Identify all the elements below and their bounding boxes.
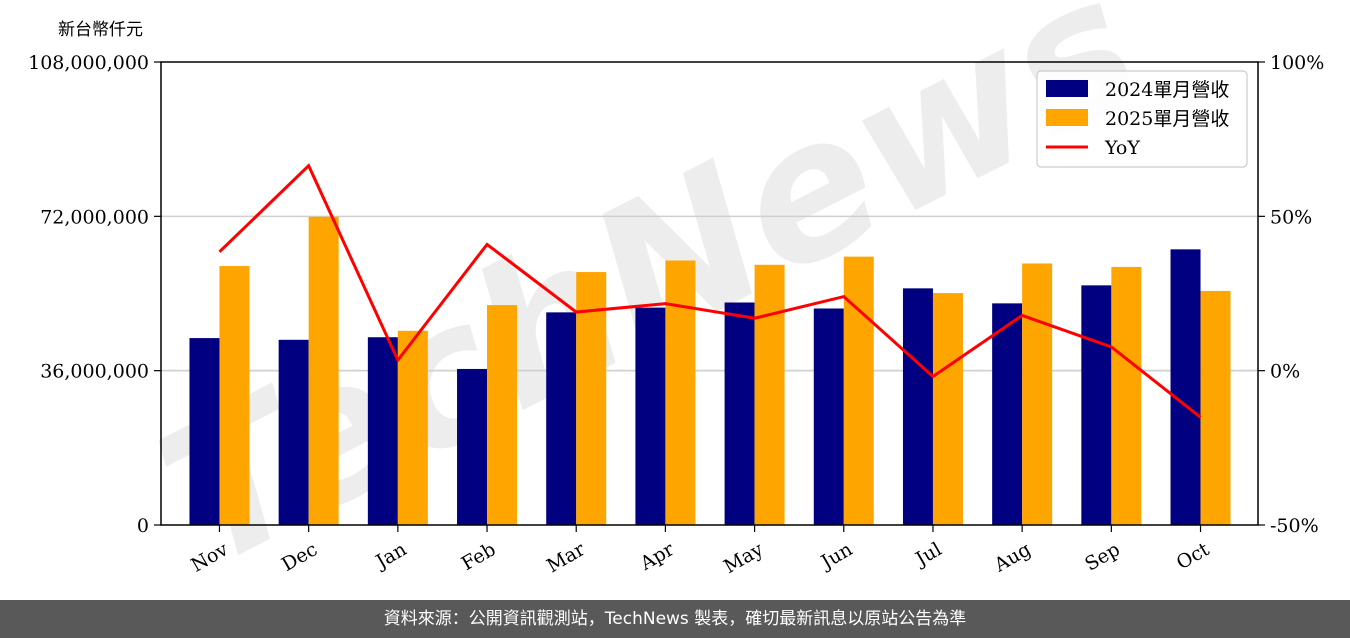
yoy-line (218, 163, 1202, 419)
bar-2024-jan (367, 337, 398, 525)
bar-2025-dec (308, 216, 339, 526)
x-tick-label-oct: Oct (1173, 538, 1214, 574)
legend-label-0: 2024單月營收 (1105, 79, 1229, 101)
bar-2025-oct (1200, 290, 1231, 525)
right-tick-label: -50% (1270, 515, 1319, 537)
bar-2025-jul (932, 293, 963, 525)
bar-2024-oct (1170, 249, 1201, 526)
right-tick-label: 100% (1270, 52, 1324, 74)
bar-2025-aug (1022, 263, 1053, 525)
left-tick-label: 36,000,000 (40, 361, 149, 383)
x-tick-label-apr: Apr (636, 538, 679, 575)
y-axis-unit-label: 新台幣仟元 (58, 20, 143, 40)
plot-frame (160, 61, 1259, 526)
bar-2024-jun (813, 308, 844, 525)
bar-2024-feb (457, 368, 488, 525)
x-tick-label-aug: Aug (990, 538, 1035, 577)
bar-2025-jun (843, 256, 874, 525)
right-tick-label: 0% (1270, 361, 1300, 383)
bar-2024-nov (189, 338, 220, 525)
legend-label-2: YoY (1104, 137, 1140, 159)
bar-2024-jul (902, 288, 933, 525)
source-footer: 資料來源：公開資訊觀測站，TechNews 製表，確切最新訊息以原站公告為準 (0, 600, 1350, 638)
bar-2025-feb (487, 305, 518, 525)
bar-2025-sep (1111, 266, 1142, 525)
x-tick-label-may: May (720, 538, 767, 578)
legend-swatch-1 (1046, 109, 1088, 126)
x-tick-label-jan: Jan (371, 538, 411, 574)
x-tick-label-sep: Sep (1081, 538, 1124, 575)
left-tick-label: 108,000,000 (28, 52, 149, 74)
right-tick-label: 50% (1270, 206, 1312, 228)
legend-swatch-0 (1046, 80, 1088, 97)
bar-2024-sep (1081, 285, 1112, 525)
x-tick-label-feb: Feb (458, 538, 500, 575)
bar-2024-may (724, 302, 755, 525)
bar-2025-jan (397, 330, 428, 525)
bar-2024-apr (635, 307, 666, 525)
bar-2024-mar (546, 312, 577, 525)
bar-2024-dec (278, 339, 309, 525)
bar-2025-mar (576, 272, 607, 525)
legend-label-1: 2025單月營收 (1105, 108, 1229, 130)
bar-2025-may (754, 264, 785, 525)
revenue-chart: TechNews036,000,00072,000,000108,000,000… (28, 0, 1324, 600)
left-tick-label: 72,000,000 (40, 206, 149, 228)
x-tick-label-jul: Jul (910, 538, 945, 571)
bar-2024-aug (992, 303, 1023, 525)
bar-2025-nov (219, 266, 250, 525)
bar-2025-apr (665, 260, 696, 525)
x-tick-label-mar: Mar (543, 538, 589, 577)
legend-box (1036, 70, 1248, 168)
left-tick-label: 0 (137, 515, 149, 537)
x-tick-label-jun: Jun (816, 538, 857, 574)
